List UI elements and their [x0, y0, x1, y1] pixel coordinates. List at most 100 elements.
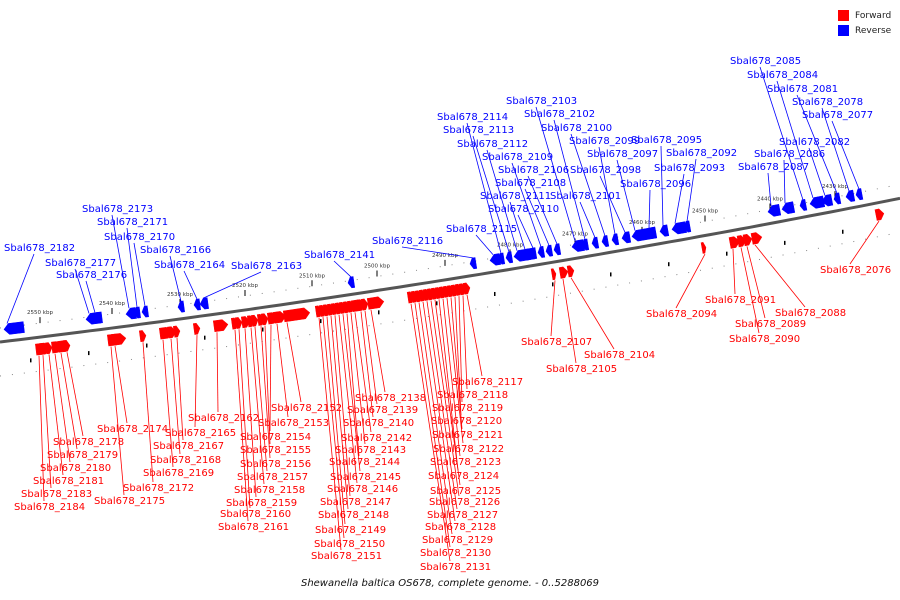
leader-line: [260, 326, 271, 459]
gene-label: Sbal678_2107: [521, 337, 592, 348]
gene-label: Sbal678_2117: [452, 377, 523, 388]
gene-label: Sbal678_2164: [154, 260, 225, 271]
leader-line: [754, 244, 806, 308]
reverse-gene: [193, 298, 201, 311]
leader-line: [238, 329, 251, 509]
gene-label: Sbal678_2098: [570, 165, 641, 176]
forward-gene: [750, 232, 763, 245]
leader-line: [364, 310, 378, 405]
track-mark: [30, 358, 32, 363]
leader-line: [74, 268, 90, 314]
leader-line: [346, 313, 360, 457]
reverse-gene: [489, 253, 502, 266]
forward-gene: [366, 296, 385, 310]
scale-tick-label: 2460 kbp: [629, 220, 655, 226]
gene-label: Sbal678_2146: [327, 484, 398, 495]
track-mark: [668, 262, 670, 267]
leader-line: [54, 353, 71, 463]
leader-line: [169, 255, 182, 302]
leader-line: [85, 280, 96, 313]
leader-line: [216, 332, 219, 413]
forward-gene: [550, 268, 557, 281]
leader-line: [732, 248, 736, 295]
leader-line: [535, 106, 576, 242]
gene-label: Sbal678_2160: [220, 509, 291, 520]
forward-gene: [874, 208, 885, 221]
track-mark: [842, 229, 844, 234]
reverse-gene: [469, 257, 478, 270]
leader-line: [360, 311, 374, 418]
gene-label: Sbal678_2082: [779, 137, 850, 148]
gene-label: Sbal678_2116: [372, 236, 443, 247]
reverse-swatch: [838, 25, 849, 36]
leader-line: [550, 280, 556, 337]
gene-label: Sbal678_2152: [271, 403, 342, 414]
leader-line: [330, 315, 349, 510]
gene-label: Sbal678_2096: [620, 179, 691, 190]
leader-line: [60, 352, 78, 450]
forward-gene: [63, 340, 71, 352]
reverse-gene: [141, 305, 149, 318]
reverse-gene: [601, 235, 610, 247]
leader-line: [38, 355, 45, 502]
leader-line: [286, 322, 302, 403]
leader-line: [562, 278, 577, 364]
leader-line: [808, 147, 826, 196]
leader-line: [821, 107, 850, 192]
forward-gene: [45, 342, 53, 355]
gene-label: Sbal678_2092: [666, 148, 737, 159]
gene-label: Sbal678_2124: [428, 471, 499, 482]
leader-line: [472, 135, 510, 253]
scale-tick-label: 2540 kbp: [99, 301, 125, 307]
gene-label: Sbal678_2093: [654, 163, 725, 174]
gene-label: Sbal678_2108: [495, 178, 566, 189]
legend: Forward Reverse: [838, 8, 900, 38]
reverse-gene: [845, 189, 856, 202]
scale-tick-label: 2520 kbp: [232, 283, 258, 289]
gene-label: Sbal678_2081: [767, 84, 838, 95]
gene-label: Sbal678_2168: [150, 455, 221, 466]
leader-line: [831, 120, 860, 190]
gene-label: Sbal678_2184: [14, 502, 85, 513]
track-mark: [262, 327, 264, 332]
gene-label: Sbal678_2077: [802, 110, 873, 121]
gene-label: Sbal678_2179: [47, 450, 118, 461]
leader-line: [183, 270, 198, 300]
track-mark: [552, 282, 554, 287]
leader-line: [354, 312, 372, 433]
scale-tick-label: 2490 kbp: [432, 253, 458, 259]
gene-label: Sbal678_2166: [140, 245, 211, 256]
leader-line: [675, 253, 706, 309]
gene-label: Sbal678_2123: [430, 457, 501, 468]
track-mark: [320, 319, 322, 324]
legend-forward-label: Forward: [855, 10, 892, 21]
leader-line: [322, 317, 345, 539]
reverse-gene: [683, 220, 692, 233]
gene-label: Sbal678_2159: [226, 498, 297, 509]
gene-label: Sbal678_2086: [754, 149, 825, 160]
gene-label: Sbal678_2113: [443, 125, 514, 136]
gene-label: Sbal678_2122: [433, 444, 504, 455]
leader-line: [334, 315, 351, 497]
leader-line: [66, 352, 84, 437]
reverse-gene: [529, 247, 538, 260]
leader-line: [342, 314, 361, 472]
forward-gene: [272, 311, 287, 324]
gene-label: Sbal678_2109: [482, 152, 553, 163]
gene-label: Sbal678_2171: [97, 217, 168, 228]
gene-label: Sbal678_2178: [53, 437, 124, 448]
gene-label: Sbal678_2138: [355, 393, 426, 404]
legend-forward: Forward: [838, 8, 900, 23]
track-mark: [610, 272, 612, 277]
gene-label: Sbal678_2121: [432, 430, 503, 441]
leader-line: [579, 201, 596, 238]
leader-line: [660, 145, 664, 226]
track-mark: [726, 251, 728, 256]
leader-line: [244, 328, 257, 498]
leader-line: [254, 326, 268, 472]
tracks-layer: 2550 kbp 2540 kbp 2530 kbp 2520 kbp 2510 kbp…: [0, 183, 900, 377]
leader-line: [598, 146, 616, 235]
forward-gene: [700, 242, 707, 254]
forward-gene: [138, 330, 147, 343]
